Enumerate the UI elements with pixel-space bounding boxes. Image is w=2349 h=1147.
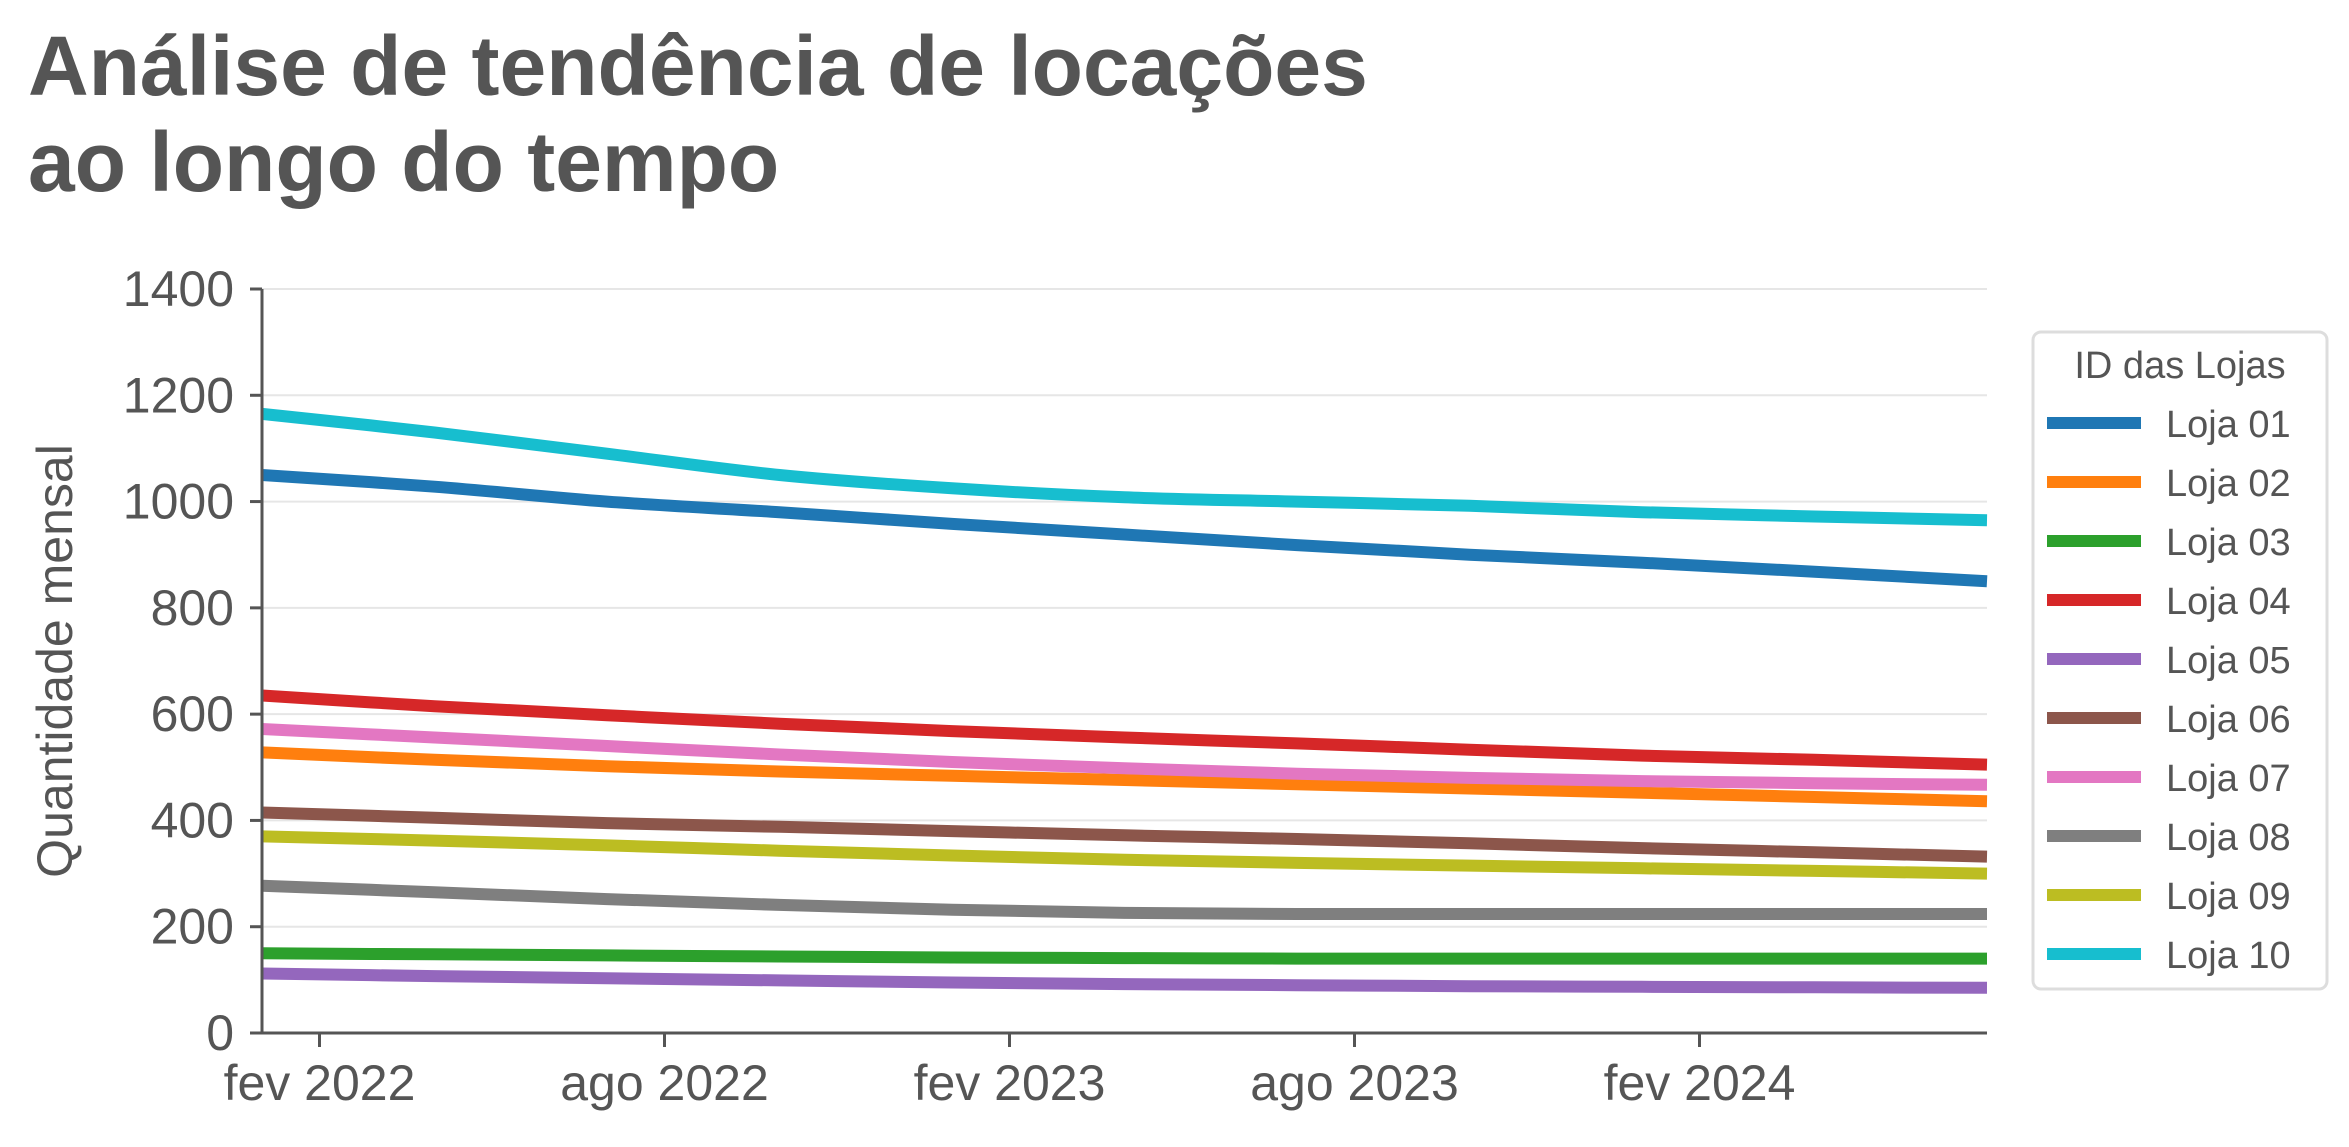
series-line-loja-05 <box>261 967 1988 994</box>
legend-label: Loja 01 <box>2166 404 2291 446</box>
legend-title: ID das Lojas <box>2074 345 2285 387</box>
legend-item: Loja 10 <box>2047 935 2291 977</box>
legend-label: Loja 07 <box>2166 758 2291 800</box>
legend-item: Loja 04 <box>2047 581 2291 623</box>
y-tick-label: 1400 <box>123 261 234 317</box>
legend-label: Loja 08 <box>2166 817 2291 859</box>
axes <box>260 289 1987 1035</box>
x-tick-label: fev 2024 <box>1604 1055 1796 1111</box>
legend-item: Loja 05 <box>2047 640 2291 682</box>
series-line-loja-03 <box>261 947 1987 965</box>
y-tick-label: 1000 <box>123 474 234 530</box>
x-tick-label: fev 2022 <box>224 1055 416 1111</box>
legend-item: Loja 09 <box>2047 876 2291 918</box>
legend-label: Loja 05 <box>2166 640 2291 682</box>
legend-item: Loja 01 <box>2047 404 2291 446</box>
y-tick-label: 800 <box>151 580 234 636</box>
x-tick-label: ago 2022 <box>560 1055 769 1111</box>
series-line-loja-10 <box>261 407 1988 527</box>
legend-label: Loja 03 <box>2166 522 2291 564</box>
legend-item: Loja 08 <box>2047 817 2291 859</box>
x-tick-label: ago 2023 <box>1250 1055 1459 1111</box>
legend-frame <box>2031 330 2329 991</box>
y-axis-label: Quantidade mensal <box>27 444 83 878</box>
legend-label: Loja 10 <box>2166 935 2291 977</box>
series-line-loja-04 <box>261 689 1988 771</box>
legend-item: Loja 02 <box>2047 463 2291 505</box>
series-line-loja-09 <box>261 830 1988 880</box>
legend-item: Loja 03 <box>2047 522 2291 564</box>
series-line-loja-07 <box>261 723 1988 791</box>
series-line-loja-06 <box>261 806 1988 863</box>
y-tick-label: 1200 <box>123 367 234 423</box>
legend-label: Loja 04 <box>2166 581 2291 623</box>
legend-item: Loja 07 <box>2047 758 2291 800</box>
series-line-loja-01 <box>261 469 1988 588</box>
gridlines <box>262 288 1987 1034</box>
chart-title: Análise de tendência de locações ao long… <box>28 18 1728 210</box>
chart-title-line-1: Análise de tendência de locações <box>28 19 1368 113</box>
legend-items: Loja 01 Loja 02 Loja 03 Loja 04 Loja 05 Loja … <box>2047 404 2291 977</box>
series-line-loja-02 <box>261 746 1988 808</box>
y-tick-label: 200 <box>151 899 234 955</box>
y-tick-label: 0 <box>206 1005 234 1061</box>
x-axis-ticks: fev 2022 ago 2022 fev 2023 ago 2023 fev 2024 <box>224 1033 1796 1111</box>
chart-title-line-2: ao longo do tempo <box>28 115 780 209</box>
series-lines <box>261 407 1988 994</box>
y-tick-label: 400 <box>151 792 234 848</box>
legend-item: Loja 06 <box>2047 699 2291 741</box>
series-line-loja-08 <box>261 879 1987 921</box>
legend-label: Loja 06 <box>2166 699 2291 741</box>
y-tick-label: 600 <box>151 686 234 742</box>
legend-label: Loja 09 <box>2166 876 2291 918</box>
x-tick-label: fev 2023 <box>914 1055 1106 1111</box>
y-axis-ticks: 0 200 400 600 800 1000 1200 1400 <box>123 261 262 1061</box>
legend-label: Loja 02 <box>2166 463 2291 505</box>
